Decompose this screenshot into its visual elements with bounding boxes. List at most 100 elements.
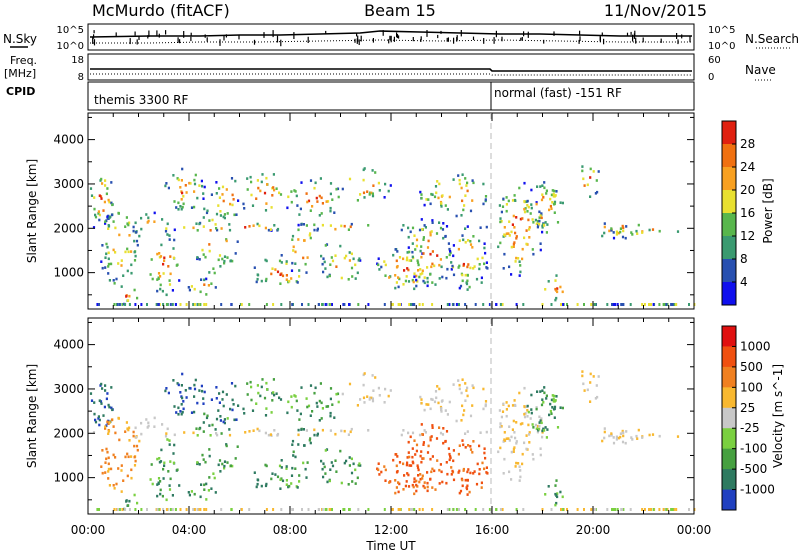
range-cell [532,426,535,429]
range-cell [122,274,125,277]
range-cell [541,303,544,306]
range-cell [290,190,293,193]
range-cell [201,184,204,188]
range-cell [112,425,115,428]
range-cell [466,189,469,193]
range-cell [214,286,217,289]
range-cell [350,266,354,270]
range-cell [539,214,542,217]
range-cell [403,269,406,272]
range-cell [650,508,652,511]
range-cell [350,222,353,226]
range-cell [426,284,429,288]
range-cell [526,210,529,213]
range-cell [482,387,485,391]
range-cell [118,508,121,511]
range-cell [233,213,236,217]
range-cell [581,169,584,173]
range-cell [603,231,606,235]
range-cell [218,392,221,395]
range-cell [231,408,234,412]
range-cell [210,193,213,196]
range-cell [305,476,308,479]
range-cell [445,481,448,485]
range-cell [408,250,411,254]
range-cell [199,495,202,499]
range-cell [181,167,184,171]
colorbar-tick-label: 100 [740,380,763,394]
range-cell [435,232,439,235]
range-cell [309,232,312,235]
range-cell [158,252,161,255]
range-cell [526,415,529,418]
range-cell [429,252,432,256]
range-cell [294,190,297,193]
range-cell [530,188,533,192]
range-cell [521,257,524,261]
range-cell [231,203,234,207]
range-cell [168,234,171,237]
range-cell [198,222,201,226]
range-cell [301,303,303,306]
range-cell [128,499,131,503]
range-cell [107,403,110,407]
range-cell [416,466,420,469]
range-cell [505,203,508,206]
range-cell [515,235,518,238]
range-cell [469,448,473,451]
range-cell [173,238,176,242]
range-cell [457,266,460,269]
range-cell [503,252,506,256]
range-cell [99,384,102,387]
range-cell [448,508,451,511]
range-cell [612,303,615,306]
range-cell [162,262,165,266]
range-cell [264,431,267,435]
range-cell [132,225,135,229]
range-cell [302,428,305,431]
range-cell [219,415,222,418]
range-cell [168,439,171,442]
range-cell [185,303,188,306]
range-cell [380,265,383,269]
range-cell [435,396,438,400]
range-cell [419,268,422,271]
range-cell [180,190,183,193]
range-cell [205,498,208,501]
range-cell [538,210,541,214]
range-cell [424,226,427,229]
range-cell [635,434,638,438]
range-cell [410,259,413,262]
range-cell [307,404,311,408]
range-cell [133,493,136,497]
range-cell [499,422,502,425]
range-cell [547,485,550,488]
range-cell [643,303,646,306]
range-cell [133,259,137,262]
range-cell [641,508,644,511]
range-cell [540,198,544,202]
range-cell [535,406,538,409]
range-cell [458,264,461,268]
range-cell [258,429,261,433]
nsearch-tick-top: 10^5 [708,25,735,36]
range-cell [464,399,467,402]
range-cell [298,213,301,216]
range-cell [431,508,434,511]
range-cell [423,429,426,432]
range-cell [359,259,362,262]
range-cell [420,398,423,401]
range-cell [384,387,387,391]
range-cell [513,446,516,449]
range-cell [670,303,673,306]
range-cell [597,375,600,378]
range-cell [460,391,463,395]
range-cell [398,277,401,281]
range-cell [202,192,205,195]
range-cell [450,473,453,476]
range-cell [150,463,153,466]
range-cell [146,221,149,224]
range-cell [260,385,263,389]
range-cell [231,398,234,402]
range-cell [285,479,288,482]
